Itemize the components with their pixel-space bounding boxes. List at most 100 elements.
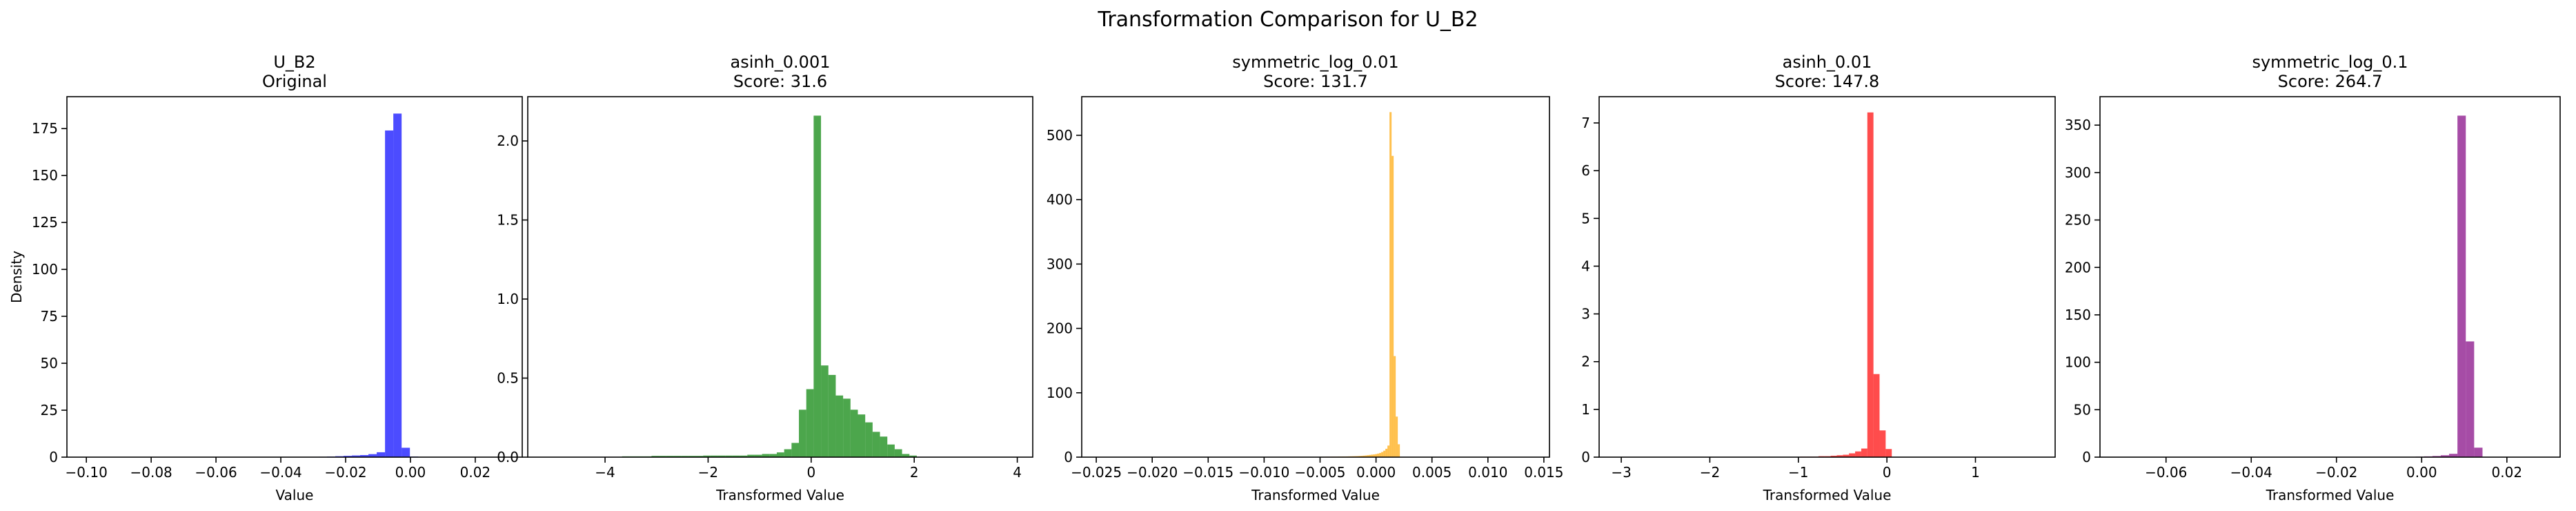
y-tick-label: 2 <box>1581 354 1590 370</box>
histogram-bar <box>1849 453 1856 457</box>
histogram-bars <box>301 113 435 457</box>
subplot-title: U_B2 <box>273 52 315 72</box>
histogram-bar <box>740 455 748 457</box>
histogram-bar <box>1830 455 1837 457</box>
subplot-title: symmetric_log_0.01 <box>1232 52 1398 72</box>
histogram-bar <box>1365 455 1367 457</box>
histogram-bar <box>1379 452 1382 457</box>
histogram-bar <box>1873 374 1880 457</box>
x-tick-label: −0.02 <box>324 464 366 481</box>
histogram-bars <box>2399 115 2491 457</box>
histogram-bar <box>710 455 718 457</box>
axes-frame <box>2099 96 2561 458</box>
histogram-bar <box>776 452 784 457</box>
histogram-bar <box>858 414 866 457</box>
histogram-bar <box>909 455 917 457</box>
y-tick-label: 500 <box>1047 127 1073 144</box>
x-tick-label: 0.015 <box>1524 464 1563 481</box>
x-tick-label: 0.00 <box>395 464 426 481</box>
subplot-subtitle: Original <box>262 72 327 91</box>
histogram-bar <box>1836 455 1843 457</box>
y-tick-label: 150 <box>32 167 58 184</box>
y-tick-label: 2.0 <box>497 133 519 149</box>
histogram-bar <box>1385 448 1388 457</box>
axes-frame <box>1598 96 2056 458</box>
histogram-bar <box>902 454 910 457</box>
x-tick-label: −3 <box>1611 464 1631 481</box>
x-tick-label: 2 <box>910 464 919 481</box>
histogram-bar <box>821 365 829 457</box>
histogram-bar <box>747 454 755 457</box>
histogram-bar <box>1360 456 1363 457</box>
histogram-bar <box>894 449 902 457</box>
y-tick-label: 100 <box>2065 354 2091 371</box>
x-axis-label: Transformed Value <box>2266 487 2395 503</box>
histogram-bar <box>2466 341 2475 457</box>
x-tick-label: 0 <box>1883 464 1892 481</box>
histogram-bar <box>1363 455 1365 457</box>
x-axis-label: Value <box>276 487 314 503</box>
histogram-bar <box>1855 451 1861 457</box>
y-tick-label: 125 <box>32 214 58 231</box>
subplot-title: asinh_0.001 <box>730 52 830 72</box>
x-tick-label: −4 <box>595 464 615 481</box>
subplot-3: −0.025 −0.020 −0.015 −0.010 −0.005 0.000 0.005… <box>1047 52 1564 503</box>
subplot-5: −0.06 −0.04 −0.02 0.00 0.02 0 50 100 150 200 250 30… <box>2065 52 2561 503</box>
histogram-bar <box>1381 452 1384 457</box>
x-tick-label: −0.06 <box>2145 464 2187 481</box>
y-tick-label: 0 <box>2082 449 2091 465</box>
histogram-bar <box>703 455 711 457</box>
y-tick-label: 1 <box>1581 401 1590 418</box>
y-tick-label: 3 <box>1581 306 1590 322</box>
histogram-bar <box>2440 455 2450 457</box>
subplot-subtitle: Score: 147.8 <box>1775 72 1880 91</box>
y-tick-label: 0 <box>49 449 58 465</box>
histogram-bar <box>673 456 682 457</box>
histogram-bar <box>659 456 666 457</box>
subplot-1: −0.10 −0.08 −0.06 −0.04 −0.02 0.00 0.02 0 25 50 75… <box>8 52 523 503</box>
x-tick-label: 0.005 <box>1412 464 1452 481</box>
y-tick-label: 6 <box>1581 162 1590 179</box>
histogram-bar <box>835 395 844 457</box>
histogram-bar <box>402 447 410 457</box>
histogram-bar <box>828 374 836 457</box>
histogram-bar <box>887 444 895 457</box>
x-tick-label: 0.00 <box>2406 464 2437 481</box>
x-tick-label: −0.06 <box>195 464 237 481</box>
subplot-subtitle: Score: 264.7 <box>2278 72 2383 91</box>
x-tick-label: −0.010 <box>1238 464 1289 481</box>
histogram-bar <box>865 422 873 457</box>
histogram-bar <box>762 454 770 457</box>
x-tick-label: 0 <box>806 464 815 481</box>
histogram-bar <box>754 454 762 457</box>
histogram-bar <box>1398 444 1400 457</box>
histogram-bar <box>732 455 740 457</box>
histogram-bar <box>1391 155 1394 457</box>
histogram-bar <box>393 113 402 457</box>
subplot-2: −4 −2 0 2 4 0.0 0.5 1.0 1.5 2.0 asinh_0.001Score: … <box>497 52 1033 503</box>
x-tick-label: −0.020 <box>1127 464 1178 481</box>
histogram-bar <box>769 454 777 457</box>
x-tick-label: 1 <box>1971 464 1980 481</box>
histogram-bar <box>2457 115 2466 457</box>
y-tick-label: 50 <box>2074 401 2091 418</box>
y-tick-label: 0.0 <box>497 449 519 465</box>
histogram-bar <box>799 409 806 457</box>
histogram-bars <box>622 115 917 457</box>
subplot-subtitle: Score: 31.6 <box>733 72 827 91</box>
x-axis-label: Transformed Value <box>715 487 844 503</box>
x-tick-label: −0.005 <box>1294 464 1345 481</box>
y-tick-label: 0 <box>1581 449 1590 465</box>
histogram-bar <box>880 436 888 457</box>
axes-frame <box>527 96 1033 458</box>
histogram-bar <box>1885 449 1892 457</box>
y-axis-label: Density <box>8 251 25 303</box>
x-tick-label: 0.010 <box>1468 464 1507 481</box>
y-tick-label: 0.5 <box>497 370 519 387</box>
x-tick-label: 0.000 <box>1356 464 1396 481</box>
x-axis-label: Transformed Value <box>1251 487 1380 503</box>
histogram-bar <box>352 455 361 457</box>
histogram-bar <box>1879 430 1886 457</box>
